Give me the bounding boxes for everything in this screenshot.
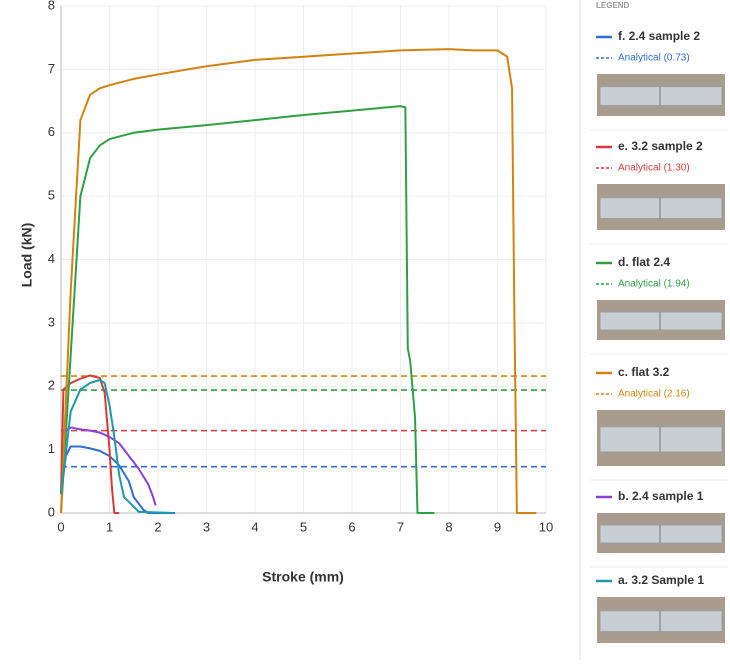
y-tick-label: 8 [48, 0, 55, 12]
y-tick-label: 7 [48, 61, 55, 76]
series-line [60, 105, 435, 514]
x-tick-label: 9 [494, 519, 501, 534]
x-tick-label: 8 [445, 519, 452, 534]
legend-label: Analytical (1.94) [618, 279, 690, 290]
legend-label: f. 2.4 sample 2 [618, 29, 700, 43]
legend-label: Analytical (2.16) [618, 389, 690, 400]
x-tick-label: 3 [203, 519, 210, 534]
x-tick-label: 10 [539, 519, 553, 534]
specimen-strip [599, 426, 723, 453]
x-tick-label: 5 [300, 519, 307, 534]
y-tick-label: 5 [48, 188, 55, 203]
x-tick-label: 2 [154, 519, 161, 534]
legend-label: Analytical (1.30) [618, 163, 690, 174]
specimen-strip [599, 610, 723, 632]
x-axis-title: Stroke (mm) [262, 569, 344, 585]
series-line [60, 48, 537, 514]
legend-label: Analytical (0.73) [618, 53, 690, 64]
specimen-strip [599, 311, 723, 331]
y-tick-label: 0 [48, 504, 55, 519]
y-tick-label: 6 [48, 124, 55, 139]
x-tick-label: 1 [106, 519, 113, 534]
x-tick-label: 4 [251, 519, 258, 534]
x-tick-label: 7 [397, 519, 404, 534]
legend-label: b. 2.4 sample 1 [618, 489, 704, 503]
y-axis-title: Load (kN) [19, 223, 35, 288]
specimen-strip [599, 197, 723, 220]
legend-label: a. 3.2 Sample 1 [618, 573, 704, 587]
y-tick-label: 4 [48, 251, 55, 266]
y-tick-label: 1 [48, 441, 55, 456]
specimen-strip [599, 86, 723, 106]
legend-label: e. 3.2 sample 2 [618, 139, 703, 153]
x-tick-label: 6 [348, 519, 355, 534]
specimen-strip [599, 524, 723, 544]
legend-label: c. flat 3.2 [618, 365, 670, 379]
legend-title: LEGEND [596, 1, 630, 10]
y-tick-label: 3 [48, 314, 55, 329]
legend-label: d. flat 2.4 [618, 255, 670, 269]
series-line [60, 374, 120, 514]
y-tick-label: 2 [48, 378, 55, 393]
series-line [60, 378, 173, 514]
x-tick-label: 0 [57, 519, 64, 534]
